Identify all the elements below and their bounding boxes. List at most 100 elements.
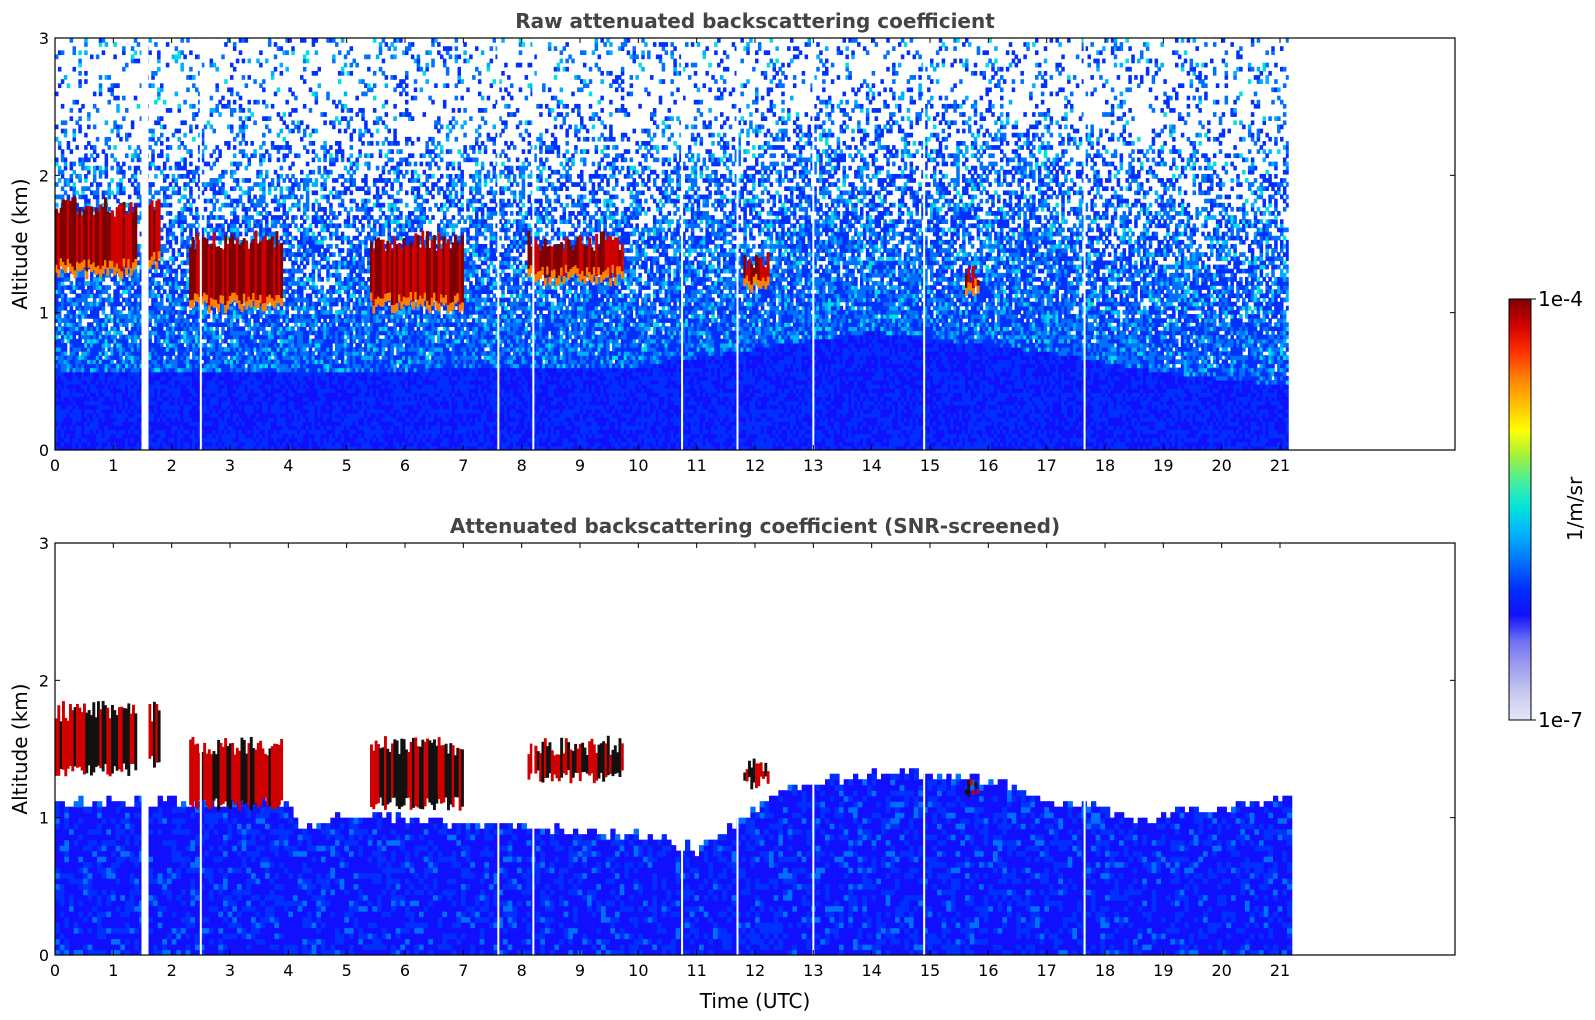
x-tick-label: 5 [342, 456, 352, 475]
cloud-cell [266, 755, 270, 806]
cloud-cell [454, 755, 457, 798]
y-tick-label: 2 [39, 166, 49, 185]
cloud-cell [71, 197, 75, 267]
cloud-cell [226, 746, 230, 807]
cloud-cell [101, 700, 105, 772]
cloud-cell [976, 789, 980, 794]
cloud-cell [231, 742, 235, 800]
cloud-cell [562, 250, 566, 276]
cloud-cell [384, 736, 387, 810]
cloud-cell [437, 233, 441, 304]
cloud-cell [395, 740, 399, 807]
cloud-cell [529, 246, 533, 266]
raw-y-axis-label: Altitude (km) [8, 178, 32, 309]
x-tick-label: 11 [686, 961, 706, 980]
cloud-cell [416, 234, 420, 300]
cloud-cell [548, 245, 552, 278]
cloud-cell [134, 205, 138, 260]
cloud-cell [393, 237, 397, 305]
cloud-cell [118, 707, 121, 770]
colorbar-max-label: 1e-4 [1538, 287, 1583, 311]
cloud-cell [189, 739, 193, 806]
cloud-cell [743, 255, 747, 279]
cloud-cell [398, 243, 401, 295]
cloud-cell [595, 233, 599, 277]
cloud-cell [597, 246, 601, 268]
cloud-cell [132, 704, 135, 764]
cloud-cell [454, 234, 457, 296]
cloud-cell [94, 207, 98, 268]
cloud-cell [405, 749, 408, 799]
cloud-cell [129, 202, 133, 269]
cloud-cell [969, 779, 973, 786]
cloud-cell [534, 745, 538, 774]
cloud-cell [97, 701, 100, 766]
cloud-cell [421, 739, 425, 810]
cloud-cell [969, 281, 973, 284]
x-tick-label: 3 [225, 961, 235, 980]
cloud-cell [203, 742, 207, 801]
cloud-cell [541, 741, 545, 783]
raw-heatmap [55, 38, 1455, 450]
cloud-cell [115, 207, 119, 264]
cloud-cell [261, 748, 265, 800]
cloud-cell [428, 248, 432, 306]
x-tick-label: 5 [342, 961, 352, 980]
cloud-cell [388, 752, 392, 803]
cloud-cell [618, 249, 622, 267]
cloud-cell [233, 754, 237, 806]
cloud-cell [148, 704, 152, 759]
cloud-cell [83, 209, 86, 260]
cloud-cell [611, 240, 615, 265]
cloud-cell [212, 232, 216, 300]
cloud-cell [73, 707, 77, 767]
screened-panel-title: Attenuated backscattering coefficient (S… [450, 514, 1060, 538]
cloud-cell [240, 242, 244, 304]
cloud-cell [578, 234, 582, 275]
cloud-cell [536, 245, 540, 272]
x-tick-label: 2 [167, 456, 177, 475]
data-gap [199, 543, 202, 955]
cloud-cell [148, 204, 152, 261]
x-tick-label: 6 [400, 456, 410, 475]
cloud-cell [210, 243, 214, 298]
cloud-cell [214, 246, 218, 300]
cloud-cell [196, 743, 200, 810]
cloud-cell [613, 237, 617, 278]
x-tick-label: 4 [283, 456, 293, 475]
cloud-cell [153, 701, 156, 768]
cloud-cell [440, 249, 443, 295]
cloud-cell [757, 763, 761, 787]
x-tick-label: 6 [400, 961, 410, 980]
data-gap [681, 38, 684, 450]
x-tick-label: 7 [458, 456, 468, 475]
cloud-cell [604, 743, 608, 778]
cloud-cell [748, 259, 751, 282]
cloud-cell [125, 213, 128, 268]
data-gap [1083, 543, 1086, 955]
x-tick-label: 8 [517, 961, 527, 980]
cloud-cell [402, 739, 406, 806]
x-tick-label: 20 [1211, 961, 1231, 980]
cloud-cell [221, 746, 225, 804]
x-tick-label: 21 [1270, 961, 1290, 980]
cloud-cell [606, 735, 610, 776]
cloud-cell [440, 745, 443, 804]
cloud-cell [249, 736, 253, 811]
cloud-cell [118, 204, 121, 269]
x-tick-label: 21 [1270, 456, 1290, 475]
cloud-cell [581, 742, 585, 773]
cloud-cell [435, 250, 439, 302]
cloud-cell [400, 738, 404, 807]
cloud-cell [543, 738, 547, 778]
cloud-cell [157, 200, 161, 252]
raw-x-axis: 0 1 2 3 4 5 6 7 8 9 10 11 12 13 14 15 16 17 18 19 20 21 [50, 38, 1290, 475]
data-gap [923, 543, 926, 955]
cloud-cell [59, 207, 63, 259]
cloud-cell [210, 754, 214, 809]
cloud-cell [588, 237, 592, 273]
cloud-cell [574, 244, 578, 266]
cloud-cell [764, 762, 768, 777]
cloud-cell [90, 715, 93, 776]
